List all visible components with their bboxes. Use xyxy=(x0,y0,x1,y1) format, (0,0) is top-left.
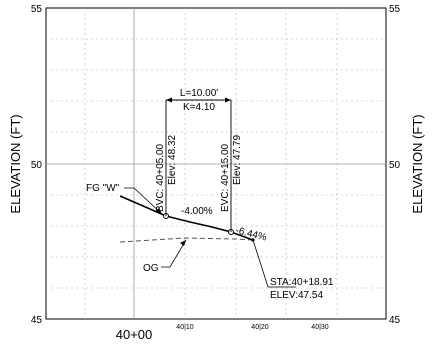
major-grid xyxy=(46,8,386,319)
curve-length-label: L=10.00' xyxy=(180,88,218,99)
fg-leader xyxy=(124,187,163,215)
og-arrow xyxy=(180,240,186,246)
grade-out-label: -6.44% xyxy=(234,225,268,243)
evc-elev-label: Elev: 47.79 xyxy=(232,135,243,185)
dim-arrow-right xyxy=(225,97,231,103)
existing-ground-line xyxy=(119,237,253,243)
y-tick-left-45: 45 xyxy=(31,315,43,326)
curve-k-label: K=4.10 xyxy=(183,102,215,113)
x-station-minor-2: 40|20 xyxy=(251,324,268,331)
end-station-leader xyxy=(252,239,296,288)
finished-grade-line xyxy=(119,195,254,241)
minor-grid-horizontal xyxy=(46,38,386,289)
y-tick-left-50: 50 xyxy=(31,160,43,171)
y-axis-title-left: ELEVATION (FT) xyxy=(8,114,23,213)
bvc-station-label: BVC: 40+05.00 xyxy=(155,143,166,212)
fg-arrow xyxy=(156,208,162,214)
minor-grid-vertical xyxy=(84,8,338,319)
dim-arrow-left xyxy=(166,97,172,103)
y-tick-right-50: 50 xyxy=(389,160,401,171)
end-elev-label: ELEV:47.54 xyxy=(270,290,323,301)
grade-in-label: -4.00% xyxy=(181,206,213,217)
og-leader xyxy=(161,239,187,268)
x-station-main: 40+00 xyxy=(116,327,153,342)
bvc-elev-label: Elev: 48.32 xyxy=(167,135,178,185)
end-station-label: STA:40+18.91 xyxy=(270,277,334,288)
y-tick-right-45: 45 xyxy=(389,315,401,326)
x-station-minor-1: 40|10 xyxy=(176,324,193,331)
og-label: OG xyxy=(143,263,159,274)
fg-label: FG "W" xyxy=(86,183,120,194)
plot-frame xyxy=(45,7,387,320)
y-tick-right-55: 55 xyxy=(389,4,401,15)
x-station-minor-3: 40|30 xyxy=(311,324,328,331)
y-axis-title-right: ELEVATION (FT) xyxy=(410,114,425,213)
evc-station-label: EVC: 40+15.00 xyxy=(220,143,231,212)
y-tick-left-55: 55 xyxy=(31,4,43,15)
